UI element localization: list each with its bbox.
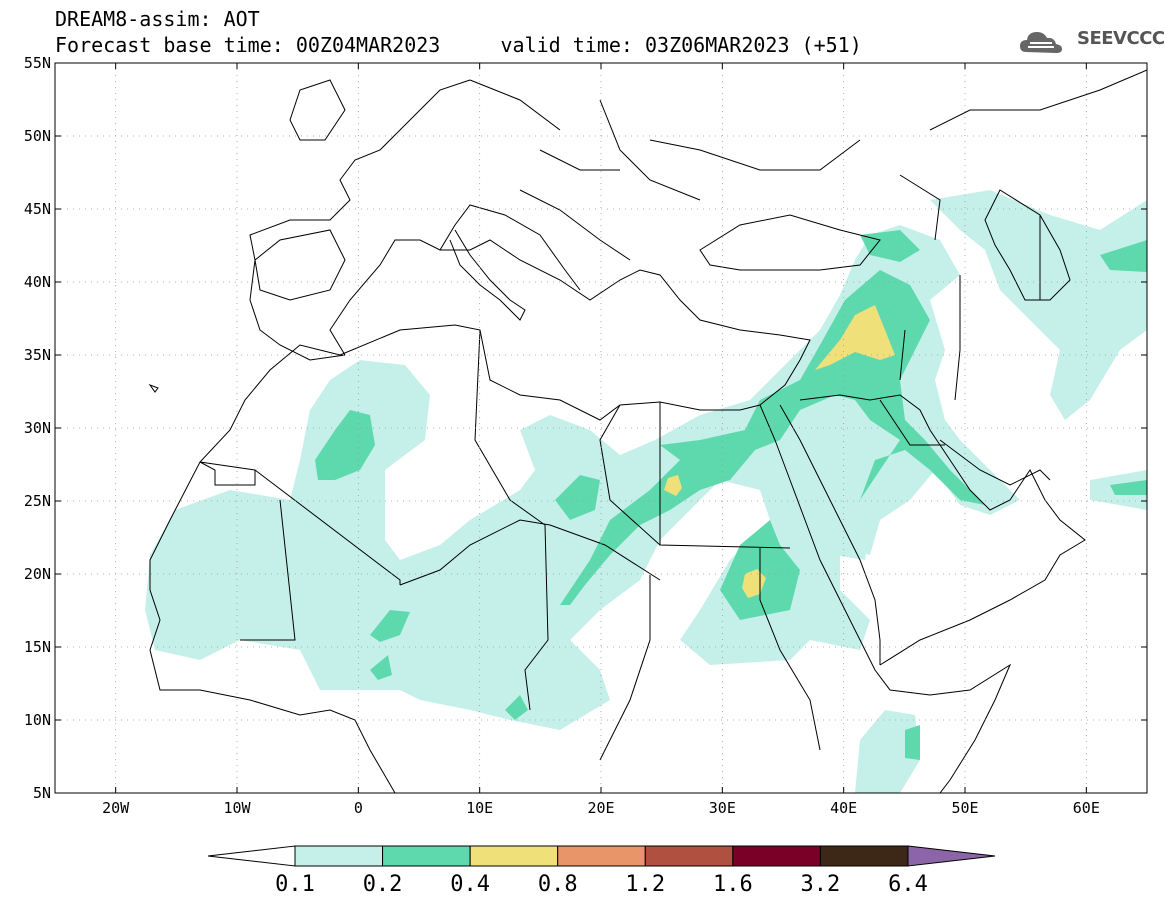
colorbar-swatch bbox=[469, 845, 559, 867]
lat-label: 40N bbox=[24, 273, 51, 291]
colorbar-swatch bbox=[294, 845, 384, 867]
lat-label: 45N bbox=[24, 200, 51, 218]
colorbar-label: 0.8 bbox=[537, 872, 578, 897]
lat-label: 25N bbox=[24, 492, 51, 510]
colorbar-label: 6.4 bbox=[888, 872, 928, 897]
colorbar-label: 0.4 bbox=[450, 872, 491, 897]
colorbar-swatch bbox=[819, 845, 909, 867]
lon-label: 20W bbox=[102, 799, 130, 817]
longitude-labels: 20W 10W 0 10E 20E 30E 40E 50E 60E bbox=[102, 799, 1100, 817]
lon-label: 0 bbox=[354, 799, 363, 817]
lon-label: 10E bbox=[466, 799, 493, 817]
colorbar-swatch bbox=[732, 845, 821, 867]
colorbar-label: 0.1 bbox=[275, 872, 315, 897]
axis-ticks bbox=[55, 62, 1147, 794]
latitude-labels: 55N 50N 45N 40N 35N 30N 25N 20N 15N 10N 5N bbox=[24, 54, 51, 802]
lon-label: 60E bbox=[1073, 799, 1100, 817]
lon-label: 20E bbox=[587, 799, 614, 817]
aot-band-0.1 bbox=[145, 190, 1147, 793]
lat-label: 5N bbox=[33, 784, 51, 802]
cloud-logo-icon bbox=[1020, 32, 1062, 53]
colorbar-swatch bbox=[644, 845, 734, 867]
forecast-times: Forecast base time: 00Z04MAR2023 valid t… bbox=[55, 33, 862, 57]
aot-field bbox=[145, 190, 1147, 793]
colorbar-swatch bbox=[382, 845, 471, 867]
colorbar-label: 1.2 bbox=[625, 872, 666, 897]
lon-label: 10W bbox=[223, 799, 251, 817]
colorbar-low-arrow bbox=[207, 845, 296, 867]
lat-label: 50N bbox=[24, 127, 51, 145]
colorbar-label: 3.2 bbox=[800, 872, 841, 897]
lon-label: 50E bbox=[951, 799, 978, 817]
lat-label: 20N bbox=[24, 565, 51, 583]
colorbar-label: 0.2 bbox=[362, 872, 403, 897]
colorbar-swatch bbox=[557, 845, 646, 867]
lon-label: 30E bbox=[709, 799, 736, 817]
map-title: DREAM8-assim: AOT bbox=[55, 7, 260, 31]
lat-label: 15N bbox=[24, 638, 51, 656]
lat-label: 55N bbox=[24, 54, 51, 72]
logo-text: SEEVCCC bbox=[1077, 28, 1165, 49]
colorbar bbox=[207, 845, 996, 867]
colorbar-label: 1.6 bbox=[712, 872, 753, 897]
lat-label: 30N bbox=[24, 419, 51, 437]
lat-label: 10N bbox=[24, 711, 51, 729]
gridlines bbox=[55, 63, 1147, 793]
colorbar-high-arrow bbox=[907, 845, 996, 867]
coastlines-borders bbox=[148, 69, 1147, 793]
lat-label: 35N bbox=[24, 346, 51, 364]
lon-label: 40E bbox=[830, 799, 857, 817]
